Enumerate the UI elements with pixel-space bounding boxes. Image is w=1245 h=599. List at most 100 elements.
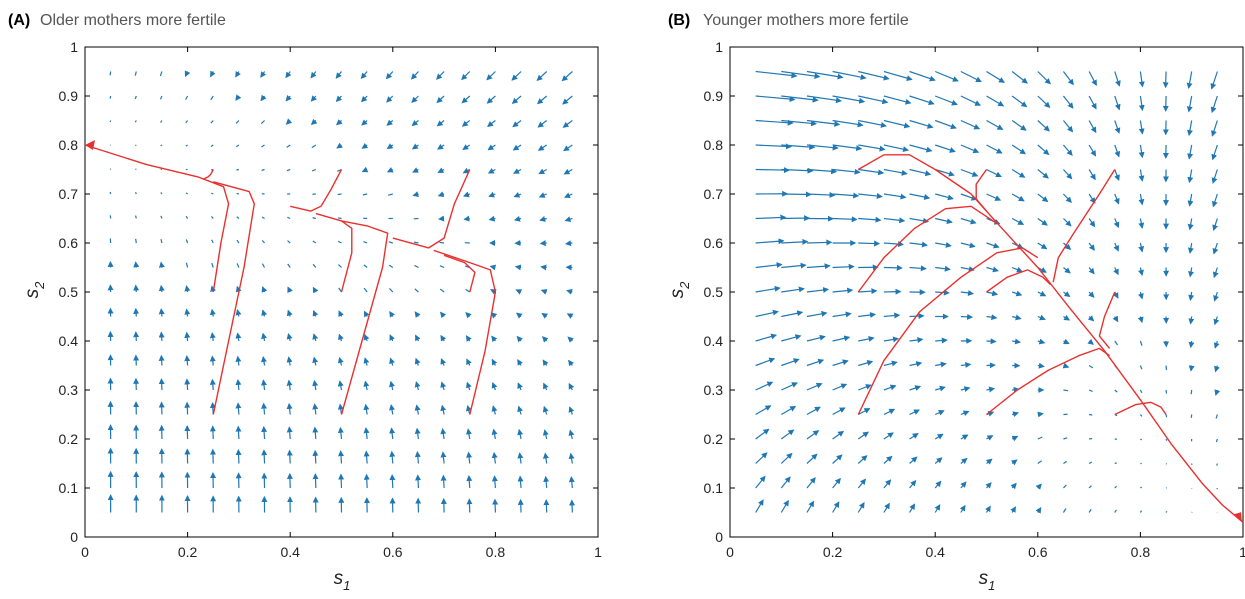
quiver-arrow (1114, 95, 1121, 111)
quiver-arrow (1037, 169, 1049, 179)
quiver-arrow (363, 264, 368, 268)
quiver-arrow (184, 331, 191, 342)
x-tick-label: 1 (594, 544, 602, 560)
quiver-arrow (935, 168, 955, 177)
quiver-arrow (568, 382, 575, 391)
quiver-arrow (235, 355, 242, 366)
quiver-arrow (286, 426, 293, 440)
panel-b-ylabel: s2 (667, 281, 692, 299)
y-tick-label: 0.2 (704, 431, 724, 447)
panel-a-plot: 0 0.2 0.4 0.6 0.8 1 0 0.1 0.2 0.3 0.4 0.5 0.6 0.7 0.8 0… (59, 39, 603, 560)
quiver-field (107, 70, 576, 513)
trajectory (986, 347, 1111, 416)
quiver-arrow (211, 262, 214, 268)
y-tick-label: 0.1 (59, 480, 79, 496)
quiver-arrow (286, 168, 291, 172)
quiver-arrow (261, 286, 268, 293)
quiver-arrow (1062, 71, 1074, 86)
quiver-arrow (287, 216, 291, 220)
quiver-arrow (209, 308, 216, 317)
trajectory (975, 169, 988, 212)
quiver-arrow (1138, 242, 1145, 253)
quiver-arrow (1187, 193, 1194, 207)
quiver-arrow (287, 286, 293, 294)
quiver-arrow (1012, 314, 1022, 321)
y-tick-label: 1 (70, 39, 78, 55)
quiver-arrow (1188, 267, 1194, 278)
quiver-arrow (338, 264, 342, 268)
quiver-arrow (1088, 242, 1095, 251)
quiver-arrow (160, 215, 163, 219)
quiver-arrow (462, 144, 471, 150)
quiver-arrow (1138, 193, 1145, 206)
quiver-arrow (986, 266, 999, 273)
quiver-arrow (135, 168, 137, 170)
quiver-arrow (462, 167, 471, 174)
quiver-arrow (361, 119, 368, 126)
quiver-arrow (780, 476, 791, 489)
y-tick-label: 0 (70, 529, 78, 545)
quiver-arrow (1088, 144, 1097, 157)
quiver-arrow (261, 402, 268, 415)
quiver-arrow (386, 119, 394, 126)
quiver-arrow (440, 404, 447, 415)
quiver-arrow (465, 288, 471, 293)
quiver-arrow (1037, 95, 1051, 108)
quiver-arrow (1037, 218, 1048, 226)
quiver-arrow (209, 355, 216, 366)
quiver-arrow (516, 335, 523, 343)
quiver-arrow (491, 475, 498, 489)
quiver-arrow (1165, 438, 1168, 441)
x-tick-label: 0.2 (178, 544, 198, 560)
quiver-arrow (781, 144, 816, 150)
quiver-arrow (517, 405, 523, 415)
quiver-arrow (540, 289, 548, 295)
quiver-arrow (1063, 437, 1068, 440)
quiver-arrow (363, 310, 370, 318)
quiver-arrow (514, 264, 522, 271)
quiver-arrow (781, 310, 804, 318)
quiver-arrow (310, 118, 318, 125)
quiver-arrow (512, 120, 522, 128)
quiver-arrow (755, 452, 768, 464)
quiver-arrow (934, 119, 957, 130)
quiver-arrow (934, 70, 959, 82)
quiver-arrow (1037, 193, 1049, 203)
quiver-arrow (363, 427, 370, 440)
quiver-arrow (286, 144, 291, 148)
quiver-arrow (1037, 290, 1047, 297)
quiver-arrow (461, 95, 471, 104)
quiver-arrow (236, 192, 240, 195)
quiver-arrow (857, 478, 867, 489)
quiver-arrow (389, 474, 396, 489)
quiver-arrow (184, 378, 191, 391)
quiver-arrow (568, 476, 575, 489)
quiver-arrow (806, 191, 836, 198)
quiver-arrow (517, 359, 523, 366)
quiver-arrow (312, 240, 317, 244)
quiver-arrow (236, 168, 240, 171)
quiver-arrow (337, 240, 342, 244)
quiver-arrow (439, 265, 445, 269)
quiver-arrow (960, 290, 974, 296)
panel-b-title: Younger mothers more fertile (703, 12, 909, 29)
quiver-arrow (542, 452, 549, 464)
quiver-arrow (287, 240, 291, 244)
quiver-arrow (235, 332, 242, 342)
quiver-arrow (389, 334, 395, 342)
quiver-arrow (832, 216, 858, 223)
quiver-arrow (389, 427, 396, 440)
quiver-arrow (960, 481, 967, 489)
trajectory (392, 169, 471, 249)
quiver-arrow (491, 335, 498, 343)
quiver-arrow (388, 264, 394, 269)
quiver-arrow (537, 144, 548, 151)
quiver-arrow (960, 457, 968, 465)
quiver-arrow (337, 217, 342, 220)
quiver-arrow (516, 312, 523, 319)
quiver-arrow (541, 313, 549, 319)
quiver-arrow (360, 71, 368, 80)
quiver-arrow (858, 359, 874, 367)
quiver-arrow (909, 337, 924, 343)
